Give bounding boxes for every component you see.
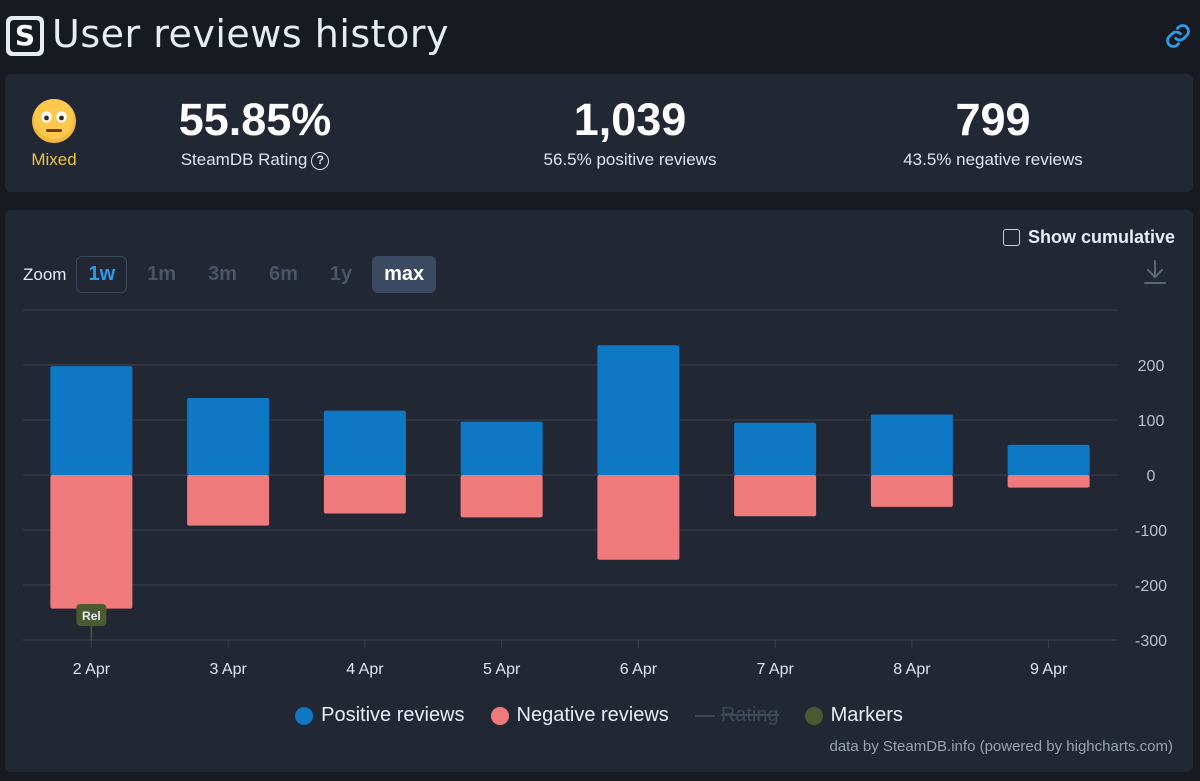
chart-credit[interactable]: data by SteamDB.info (powered by highcha… bbox=[829, 738, 1174, 755]
y-tick-label: -100 bbox=[1135, 523, 1167, 540]
help-icon[interactable]: ? bbox=[311, 152, 330, 170]
chart-legend: Positive reviews Negative reviews Rating… bbox=[5, 704, 1193, 727]
reviews-bar-chart: 200 100 0 -100 -200 -300 2 Apr 3 Apr 4 Apr 5 Apr 6… bbox=[23, 309, 1167, 678]
link-icon[interactable] bbox=[1164, 22, 1192, 50]
x-tick-label: 3 Apr bbox=[209, 661, 247, 678]
zoom-max-button[interactable]: max bbox=[372, 256, 437, 293]
cumulative-checkbox[interactable] bbox=[1002, 229, 1020, 246]
legend-negative[interactable]: Negative reviews bbox=[490, 704, 669, 727]
legend-negative-label: Negative reviews bbox=[516, 704, 669, 726]
positive-bar bbox=[734, 422, 817, 475]
review-summary: Mixed 55.85% SteamDB Rating? 1,039 56.5%… bbox=[5, 74, 1193, 192]
show-cumulative-toggle[interactable]: Show cumulative bbox=[1002, 227, 1175, 248]
zoom-1y-button[interactable]: 1y bbox=[329, 263, 353, 285]
steamdb-rating: 55.85% SteamDB Rating? bbox=[135, 94, 375, 170]
chart-panel: Show cumulative Zoom 1w 1m 3m 6m 1y max … bbox=[5, 210, 1193, 772]
rating-label: SteamDB Rating bbox=[180, 150, 308, 169]
positive-legend-dot bbox=[295, 706, 314, 725]
positive-count: 1,039 bbox=[573, 94, 687, 145]
legend-rating-label: Rating bbox=[720, 704, 779, 726]
x-tick-label: 6 Apr bbox=[620, 661, 658, 678]
rating-category: Mixed bbox=[31, 150, 77, 169]
x-tick-label: 5 Apr bbox=[483, 661, 521, 678]
positive-bar bbox=[1007, 444, 1090, 475]
positive-label: 56.5% positive reviews bbox=[543, 150, 717, 169]
positive-reviews-stat: 1,039 56.5% positive reviews bbox=[505, 94, 755, 170]
legend-rating[interactable]: Rating bbox=[694, 704, 779, 727]
header: S User reviews history bbox=[0, 0, 1200, 72]
x-tick-label: 9 Apr bbox=[1030, 661, 1068, 678]
rating-legend-line bbox=[694, 714, 715, 717]
negative-bar bbox=[870, 475, 953, 507]
zoom-1m-button[interactable]: 1m bbox=[147, 263, 177, 285]
steamdb-logo[interactable]: S bbox=[6, 16, 44, 56]
negative-bar bbox=[187, 475, 270, 526]
positive-bar bbox=[460, 421, 543, 475]
zoom-label: Zoom bbox=[23, 264, 67, 284]
rating-value: 55.85% bbox=[178, 94, 332, 145]
zoom-1w-button[interactable]: 1w bbox=[76, 256, 128, 293]
cumulative-label: Show cumulative bbox=[1027, 227, 1175, 247]
negative-bar bbox=[323, 475, 406, 514]
negative-bar bbox=[460, 475, 543, 518]
x-tick-label: 2 Apr bbox=[73, 661, 111, 678]
zoom-controls: Zoom 1w 1m 3m 6m 1y max bbox=[23, 256, 444, 293]
positive-bar bbox=[597, 345, 680, 475]
y-tick-label: -300 bbox=[1135, 633, 1167, 650]
rating-label-row: SteamDB Rating? bbox=[135, 150, 375, 170]
negative-count: 799 bbox=[955, 94, 1031, 145]
legend-positive-label: Positive reviews bbox=[321, 704, 465, 726]
y-tick-label: 200 bbox=[1138, 358, 1165, 375]
zoom-3m-button[interactable]: 3m bbox=[208, 263, 237, 285]
y-tick-label: 100 bbox=[1138, 413, 1165, 430]
logo-letter: S bbox=[10, 20, 40, 52]
positive-bar bbox=[187, 398, 270, 475]
negative-reviews-stat: 799 43.5% negative reviews bbox=[863, 94, 1123, 170]
x-tick-label: 4 Apr bbox=[346, 661, 384, 678]
zoom-6m-button[interactable]: 6m bbox=[268, 263, 298, 285]
negative-legend-dot bbox=[490, 706, 509, 725]
negative-bar bbox=[50, 475, 133, 609]
negative-label: 43.5% negative reviews bbox=[903, 150, 1083, 169]
negative-bar bbox=[1007, 475, 1090, 488]
x-tick-label: 8 Apr bbox=[893, 661, 931, 678]
release-marker-label: Rel bbox=[82, 609, 101, 623]
x-tick-label: 7 Apr bbox=[756, 661, 794, 678]
markers-legend-dot bbox=[804, 706, 823, 725]
positive-bar bbox=[870, 414, 953, 475]
negative-bar bbox=[734, 475, 817, 517]
legend-markers-label: Markers bbox=[830, 704, 903, 726]
page-title: User reviews history bbox=[52, 12, 449, 56]
y-tick-label: -200 bbox=[1135, 578, 1167, 595]
negative-bar bbox=[597, 475, 680, 560]
neutral-face-icon bbox=[32, 99, 76, 143]
legend-markers[interactable]: Markers bbox=[804, 704, 903, 727]
positive-bar bbox=[50, 366, 133, 475]
download-icon[interactable] bbox=[1143, 258, 1167, 286]
legend-positive[interactable]: Positive reviews bbox=[295, 704, 465, 727]
positive-bar bbox=[323, 410, 406, 475]
y-tick-label: 0 bbox=[1147, 468, 1156, 485]
release-marker bbox=[76, 604, 107, 626]
